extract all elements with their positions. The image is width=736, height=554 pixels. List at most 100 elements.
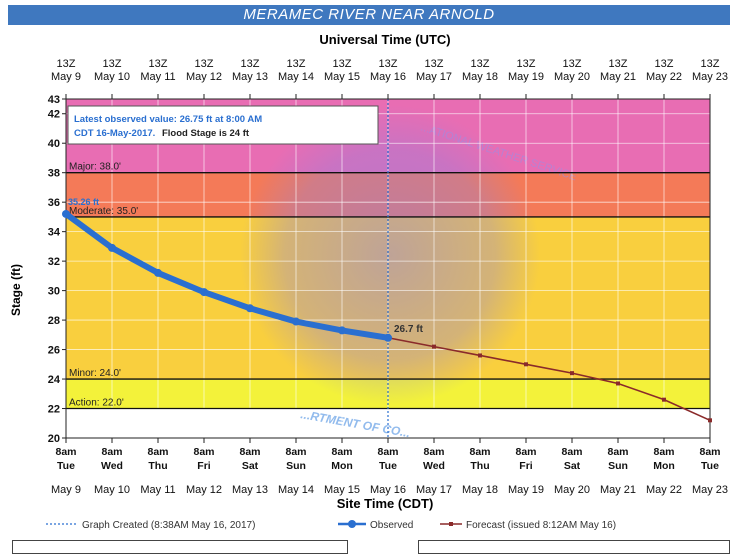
top-tick-utc-time: 13Z (287, 58, 306, 70)
bottom-tick-cdt-date: May 22 (646, 484, 682, 496)
legend-observed-label: Observed (370, 520, 413, 531)
bottom-tick-cdt-day: Thu (470, 460, 489, 472)
bottom-tick-cdt-date: May 13 (232, 484, 268, 496)
top-tick-utc-date: May 17 (416, 71, 452, 83)
bottom-tick-cdt-date: May 9 (51, 484, 81, 496)
bottom-tick-cdt-date: May 12 (186, 484, 222, 496)
y-tick-label: 40 (48, 138, 60, 150)
observed-point (246, 304, 254, 313)
top-tick-utc-time: 13Z (655, 58, 674, 70)
y-tick-label: 20 (48, 433, 60, 445)
bottom-tick-cdt-day: Wed (101, 460, 123, 472)
bottom-tick-cdt-time: 8am (653, 446, 674, 458)
top-tick-utc-date: May 22 (646, 71, 682, 83)
y-tick-label: 43 (48, 94, 60, 106)
y-tick-label: 36 (48, 197, 60, 209)
bottom-tick-cdt-day: Fri (519, 460, 533, 472)
bottom-tick-cdt-time: 8am (239, 446, 260, 458)
top-tick-utc-time: 13Z (195, 58, 214, 70)
observed-line (63, 210, 391, 341)
top-tick-utc-time: 13Z (425, 58, 444, 70)
bottom-tick-cdt-date: May 18 (462, 484, 498, 496)
bottom-tick-cdt-day: Sun (608, 460, 628, 472)
bottom-tick-cdt-time: 8am (607, 446, 628, 458)
legend-observed-dot (348, 520, 356, 528)
y-axis-label: Stage (ft) (9, 264, 23, 316)
top-tick-utc-time: 13Z (241, 58, 260, 70)
bottom-tick-cdt-time: 8am (55, 446, 76, 458)
bottom-tick-cdt-time: 8am (331, 446, 352, 458)
bottom-tick-cdt-date: May 14 (278, 484, 314, 496)
forecast-point (478, 353, 482, 358)
bottom-tick-cdt-day: Tue (57, 460, 75, 472)
bottom-tick-cdt-day: Sat (564, 460, 581, 472)
bottom-tick-cdt-date: May 15 (324, 484, 360, 496)
bottom-tick-cdt-day: Sun (286, 460, 306, 472)
top-tick-utc-date: May 12 (186, 71, 222, 83)
forecast-line (387, 336, 711, 422)
noaa-watermark-seal (240, 105, 540, 405)
top-tick-utc-time: 13Z (609, 58, 628, 70)
y-tick-label: 30 (48, 286, 60, 298)
top-tick-utc-time: 13Z (333, 58, 352, 70)
top-tick-utc-date: May 18 (462, 71, 498, 83)
top-axis-label: Universal Time (UTC) (319, 32, 450, 47)
forecast-point (616, 381, 620, 386)
bottom-tick-cdt-day: Tue (379, 460, 397, 472)
y-tick-label: 32 (48, 256, 60, 268)
bottom-tick-cdt-day: Thu (148, 460, 167, 472)
y-tick-label: 42 (48, 109, 60, 121)
observed-last-value-label: 26.7 ft (394, 324, 424, 335)
top-tick-utc-time: 13Z (103, 58, 122, 70)
bottom-tick-cdt-date: May 23 (692, 484, 728, 496)
top-tick-utc-date: May 15 (324, 71, 360, 83)
latest-value-annotation: Latest observed value: 26.75 ft at 8:00 … (67, 105, 379, 145)
legend-forecast-marker (449, 522, 453, 526)
bottom-tick-cdt-date: May 11 (140, 484, 175, 496)
bottom-tick-cdt-time: 8am (561, 446, 582, 458)
threshold-label-minor: Minor: 24.0' (69, 368, 121, 379)
bottom-tick-cdt-date: May 17 (416, 484, 452, 496)
bottom-tick-cdt-date: May 16 (370, 484, 406, 496)
annotation-line2-date: CDT 16-May-2017. (74, 128, 155, 139)
observed-point (154, 268, 162, 277)
legend-graph-created-label: Graph Created (8:38AM May 16, 2017) (82, 520, 255, 531)
observed-series (62, 209, 392, 342)
threshold-label-major: Major: 38.0' (69, 162, 121, 173)
bottom-tick-cdt-day: Wed (423, 460, 445, 472)
top-tick-utc-date: May 11 (140, 71, 175, 83)
forecast-point (708, 418, 712, 423)
bottom-tick-cdt-date: May 21 (600, 484, 636, 496)
bottom-panel-left (12, 540, 348, 554)
bottom-tick-cdt-time: 8am (193, 446, 214, 458)
bottom-tick-cdt-day: Fri (197, 460, 211, 472)
top-tick-utc-date: May 14 (278, 71, 314, 83)
top-tick-utc-date: May 13 (232, 71, 268, 83)
bottom-tick-cdt-day: Mon (331, 460, 353, 472)
forecast-point (570, 371, 574, 376)
top-tick-utc-date: May 9 (51, 71, 81, 83)
observed-point (384, 333, 392, 342)
top-tick-utc-date: May 20 (554, 71, 590, 83)
bottom-tick-cdt-day: Sat (242, 460, 259, 472)
threshold-label-action: Action: 22.0' (69, 398, 124, 409)
bottom-tick-cdt-date: May 19 (508, 484, 544, 496)
bottom-tick-cdt-day: Tue (701, 460, 719, 472)
top-tick-utc-time: 13Z (701, 58, 720, 70)
threshold-label-moderate: Moderate: 35.0' (69, 206, 138, 217)
bottom-tick-cdt-time: 8am (101, 446, 122, 458)
bottom-tick-cdt-time: 8am (147, 446, 168, 458)
y-tick-label: 22 (48, 404, 60, 416)
y-tick-label: 34 (48, 227, 61, 239)
observed-point (108, 243, 116, 252)
annotation-line2-flood: Flood Stage is 24 ft (162, 128, 250, 139)
top-tick-utc-time: 13Z (471, 58, 490, 70)
top-tick-utc-date: May 19 (508, 71, 544, 83)
bottom-tick-cdt-time: 8am (285, 446, 306, 458)
top-tick-utc-date: May 23 (692, 71, 728, 83)
top-tick-utc-time: 13Z (563, 58, 582, 70)
observed-point (200, 288, 208, 297)
bottom-tick-cdt-day: Mon (653, 460, 675, 472)
